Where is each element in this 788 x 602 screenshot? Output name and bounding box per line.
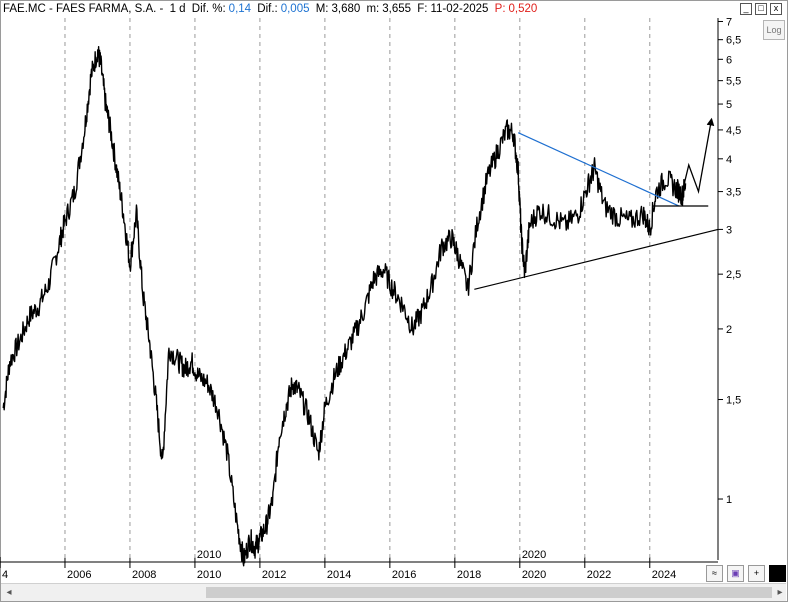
x-tick-label: 2016 xyxy=(392,569,416,581)
scroll-right-icon[interactable]: ▸ xyxy=(777,587,783,598)
scroll-thumb[interactable] xyxy=(206,587,772,598)
save-icon[interactable]: ▣ xyxy=(727,565,744,582)
wave-tool-icon[interactable]: ≈ xyxy=(706,565,723,582)
y-tick-label: 3 xyxy=(726,224,732,236)
dif-pct-value: 0,14 xyxy=(228,3,252,15)
dif-value: 0,005 xyxy=(280,3,310,15)
x-tick-label: 2024 xyxy=(652,569,676,581)
lower-trendline xyxy=(474,228,719,290)
date-label: F: xyxy=(417,3,428,15)
p-value: 0,520 xyxy=(508,3,538,15)
decade-marker-label: 2020 xyxy=(522,549,546,561)
horizontal-scrollbar[interactable]: ◂ ▸ xyxy=(1,583,786,601)
close-button[interactable]: x xyxy=(770,3,782,15)
min-label: m: xyxy=(366,3,380,15)
crosshair-icon[interactable]: + xyxy=(748,565,765,582)
dif-label: Dif.: xyxy=(257,3,278,15)
max-value: 3,680 xyxy=(331,3,361,15)
period-label: 1 d xyxy=(169,3,186,15)
dif-pct-label: Dif. %: xyxy=(191,3,226,15)
y-tick-label: 5,5 xyxy=(726,76,741,88)
date-value: 11-02-2025 xyxy=(430,3,489,15)
fill-color-icon[interactable]: ■ xyxy=(769,565,786,582)
scroll-left-icon[interactable]: ◂ xyxy=(6,587,12,598)
p-label: P: xyxy=(494,3,506,15)
y-tick-label: 1 xyxy=(726,494,732,506)
max-label: M: xyxy=(315,3,329,15)
y-tick-label: 4 xyxy=(726,154,732,166)
y-tick-label: 2,5 xyxy=(726,269,741,281)
y-tick-label: 4,5 xyxy=(726,125,741,137)
chart-tools: ≈ ▣ + ■ xyxy=(706,565,786,582)
y-tick-label: 6 xyxy=(726,54,732,66)
quote-header: FAE.MC - FAES FARMA, S.A. - 1 d Dif. %: 0… xyxy=(3,3,540,19)
y-tick-label: 5 xyxy=(726,99,732,111)
log-scale-button[interactable]: Log xyxy=(763,20,785,40)
x-tick-label: 2014 xyxy=(327,569,351,581)
y-tick-label: 6,5 xyxy=(726,35,741,47)
y-tick-label: 2 xyxy=(726,324,732,336)
x-tick-label: 2020 xyxy=(522,569,546,581)
decade-marker-label: 2010 xyxy=(197,549,221,561)
y-tick-label: 7 xyxy=(726,16,732,28)
x-tick-label: 4 xyxy=(2,569,8,581)
y-tick-label: 1,5 xyxy=(726,395,741,407)
x-tick-label: 2018 xyxy=(457,569,481,581)
min-value: 3,655 xyxy=(382,3,412,15)
window-controls: _ □ x xyxy=(740,3,782,15)
price-series-line xyxy=(2,45,687,567)
y-tick-label: 3,5 xyxy=(726,187,741,199)
x-tick-label: 2010 xyxy=(197,569,221,581)
x-tick-label: 2006 xyxy=(67,569,91,581)
minimize-button[interactable]: _ xyxy=(740,3,752,15)
upper-trendline xyxy=(517,132,680,207)
x-tick-label: 2012 xyxy=(262,569,286,581)
x-tick-label: 2008 xyxy=(132,569,156,581)
projection-arrow xyxy=(680,117,715,199)
x-tick-label: 2022 xyxy=(587,569,611,581)
ticker-label: FAE.MC - FAES FARMA, S.A. - xyxy=(3,3,164,15)
maximize-button[interactable]: □ xyxy=(755,3,767,15)
